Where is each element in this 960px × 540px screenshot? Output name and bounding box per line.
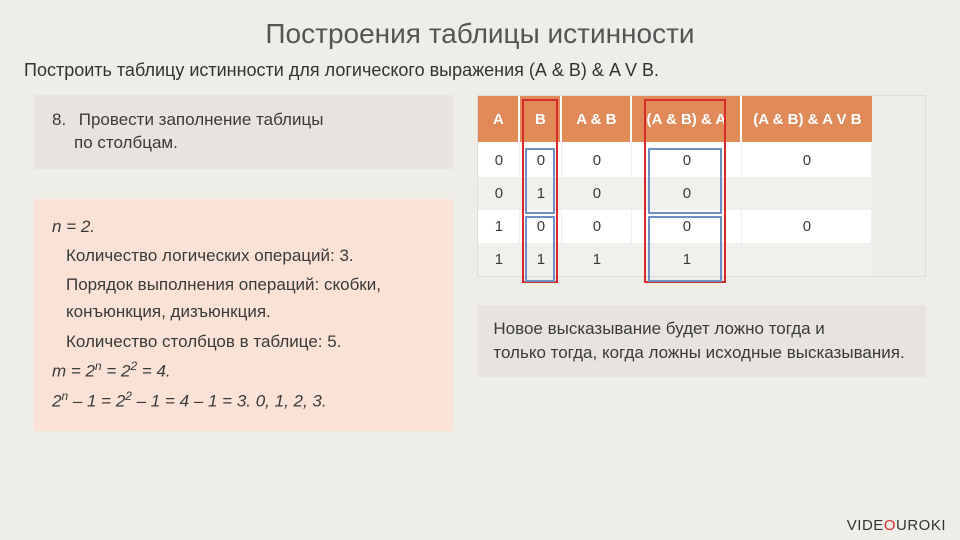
watermark: VIDEOUROKI — [847, 517, 946, 534]
table-cell: 1 — [562, 243, 632, 276]
table-cell: 0 — [632, 144, 742, 177]
info-l3: Порядок выполнения операций: скобки, кон… — [52, 271, 435, 325]
page-title: Построения таблицы истинности — [0, 0, 960, 50]
table-cell: 0 — [742, 210, 872, 243]
info-l5sup: n — [95, 359, 102, 373]
step-number: 8. — [52, 109, 74, 132]
table-cell — [742, 243, 872, 276]
table-cell: 1 — [520, 243, 562, 276]
info-l6b: – 1 = 2 — [68, 391, 125, 410]
info-l6c: – 1 = 4 – 1 = 3. 0, 1, 2, 3. — [132, 391, 327, 410]
watermark-o: O — [884, 517, 896, 534]
table-cell: 0 — [632, 177, 742, 210]
table-cell: 0 — [632, 210, 742, 243]
table-cell: 1 — [478, 210, 520, 243]
left-column: 8. Провести заполнение таблицы по столбц… — [34, 95, 453, 431]
conclusion-box: Новое высказывание будет ложно тогда и т… — [477, 305, 926, 377]
table-cell: 0 — [562, 177, 632, 210]
table-cell: 1 — [520, 177, 562, 210]
truth-table: A B A & B (A & B) & A (A & B) & A V B 0 … — [477, 95, 926, 277]
table-cell: 0 — [478, 177, 520, 210]
table-cell: 0 — [520, 210, 562, 243]
table-cell: 1 — [632, 243, 742, 276]
right-column: A B A & B (A & B) & A (A & B) & A V B 0 … — [477, 95, 926, 431]
table-cell: 0 — [562, 144, 632, 177]
step-line2: по столбцам. — [52, 133, 178, 152]
step-box: 8. Провести заполнение таблицы по столбц… — [34, 95, 453, 169]
conclusion-l2: только тогда, когда ложны исходные выска… — [493, 341, 910, 365]
table-cell: 0 — [562, 210, 632, 243]
info-l2: Количество логических операций: 3. — [52, 242, 435, 269]
content: 8. Провести заполнение таблицы по столбц… — [0, 81, 960, 431]
subtitle: Построить таблицу истинности для логичес… — [0, 50, 960, 81]
table-cell — [742, 177, 872, 210]
table-cell: 1 — [478, 243, 520, 276]
info-box: n = 2. Количество логических операций: 3… — [34, 199, 453, 431]
conclusion-l1: Новое высказывание будет ложно тогда и — [493, 317, 910, 341]
table-header: (A & B) & A — [632, 96, 742, 144]
info-n-rest: = 2. — [61, 217, 95, 236]
info-l5a: m = 2 — [52, 361, 95, 380]
table-header: B — [520, 96, 562, 144]
step-line1: Провести заполнение таблицы — [79, 110, 324, 129]
watermark-left: VIDE — [847, 517, 884, 534]
table-header: A & B — [562, 96, 632, 144]
table-cell: 0 — [520, 144, 562, 177]
info-l4: Количество столбцов в таблице: 5. — [52, 328, 435, 355]
watermark-right: UROKI — [896, 517, 946, 534]
table-cell: 0 — [742, 144, 872, 177]
table-header: (A & B) & A V B — [742, 96, 872, 144]
info-l5b: = 2 — [102, 361, 131, 380]
info-l6sup2: 2 — [125, 389, 132, 403]
table-header: A — [478, 96, 520, 144]
table-cell: 0 — [478, 144, 520, 177]
info-l5c: = 4. — [137, 361, 171, 380]
